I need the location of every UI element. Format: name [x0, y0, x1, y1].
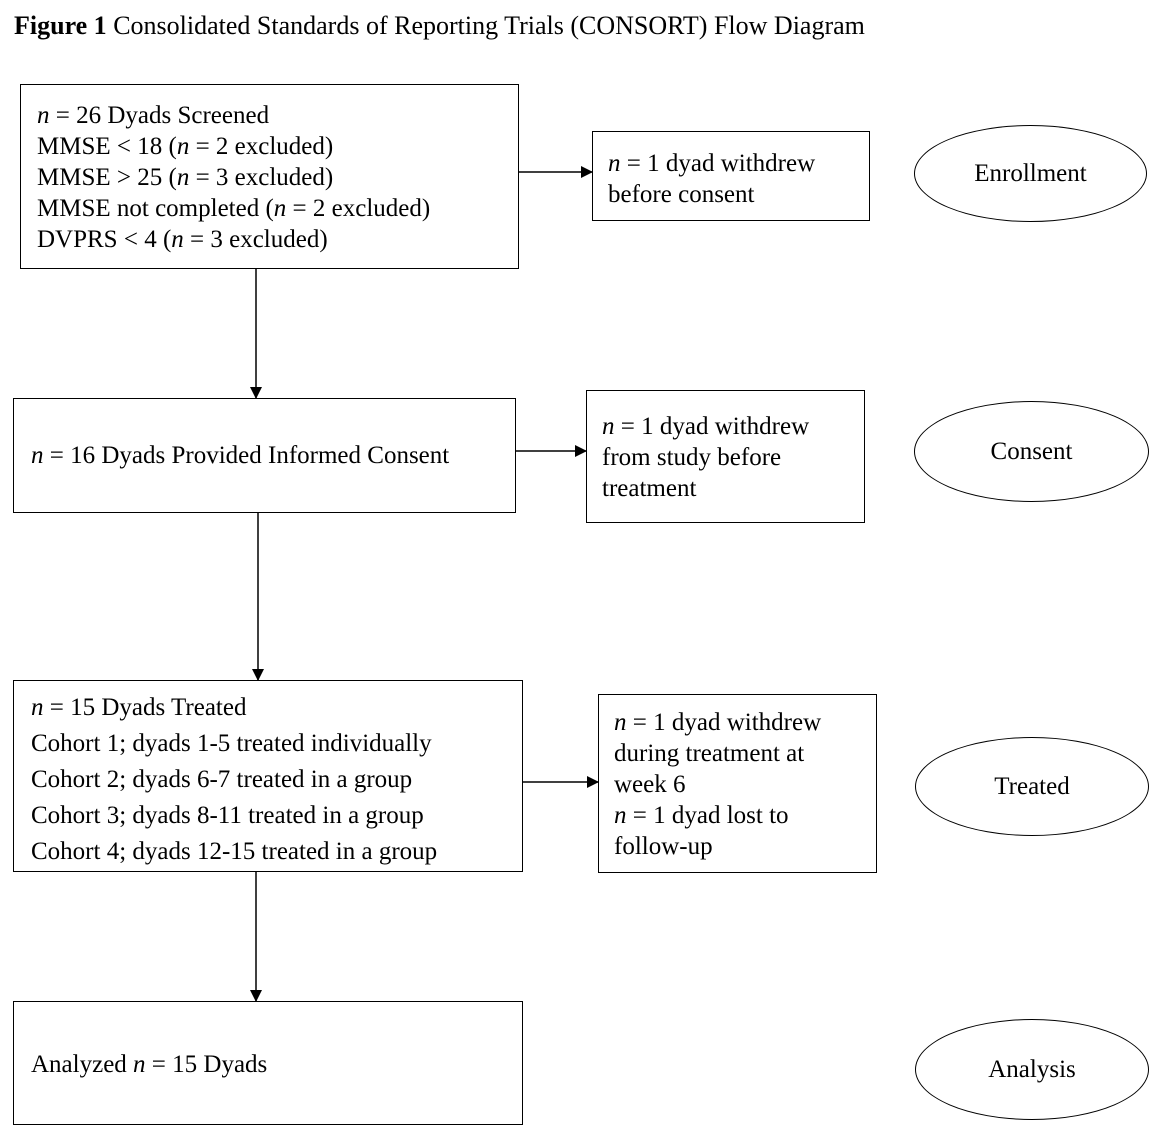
consent-withdraw-line-3: treatment	[602, 475, 697, 502]
cohort-line: Cohort 1; dyads 1-5 treated individually	[31, 730, 432, 757]
treated-withdraw-line-4: n = 1 dyad lost to	[614, 802, 789, 829]
treated-withdraw-line-5: follow-up	[614, 833, 713, 860]
consent-withdraw-line-1: n = 1 dyad withdrew	[602, 413, 810, 440]
treated-withdraw-box: n = 1 dyad withdrew during treatment at …	[598, 694, 877, 873]
figure-title-text: Consolidated Standards of Reporting Tria…	[113, 11, 865, 40]
treated-withdraw-line-1: n = 1 dyad withdrew	[614, 709, 822, 736]
stage-analysis: Analysis	[915, 1019, 1149, 1120]
stage-enrollment: Enrollment	[914, 125, 1147, 222]
screening-line-3: MMSE > 25 (n = 3 excluded)	[37, 164, 334, 191]
stage-treated: Treated	[915, 737, 1149, 836]
treated-withdraw-line-2: during treatment at	[614, 740, 805, 767]
screening-box: n = 26 Dyads Screened MMSE < 18 (n = 2 e…	[20, 84, 519, 269]
enrollment-withdraw-box: n = 1 dyad withdrew before consent	[592, 131, 870, 221]
cohort-line: Cohort 4; dyads 12-15 treated in a group	[31, 838, 438, 865]
cohort-line: Cohort 3; dyads 8-11 treated in a group	[31, 802, 424, 829]
consent-box: n = 16 Dyads Provided Informed Consent	[13, 398, 516, 513]
screening-line-1: n = 26 Dyads Screened	[37, 102, 270, 129]
screening-line-4: MMSE not completed (n = 2 excluded)	[37, 195, 431, 222]
stage-consent: Consent	[914, 401, 1149, 502]
analyzed-line: Analyzed n = 15 Dyads	[31, 1051, 268, 1078]
treated-box: n = 15 Dyads Treated Cohort 1; dyads 1-5…	[13, 680, 523, 872]
figure-label: Figure 1	[14, 11, 107, 40]
figure-title: Figure 1 Consolidated Standards of Repor…	[14, 10, 865, 42]
treated-withdraw-line-3: week 6	[614, 771, 686, 798]
cohort-line: Cohort 2; dyads 6-7 treated in a group	[31, 766, 413, 793]
consent-line: n = 16 Dyads Provided Informed Consent	[31, 442, 450, 469]
enrollment-withdraw-line-1: n = 1 dyad withdrew	[608, 150, 816, 177]
consent-withdraw-line-2: from study before	[602, 444, 782, 471]
consent-withdraw-box: n = 1 dyad withdrew from study before tr…	[586, 390, 865, 523]
screening-line-2: MMSE < 18 (n = 2 excluded)	[37, 133, 334, 160]
screening-line-5: DVPRS < 4 (n = 3 excluded)	[37, 226, 328, 253]
enrollment-withdraw-line-2: before consent	[608, 181, 755, 208]
analyzed-box: Analyzed n = 15 Dyads	[13, 1001, 523, 1125]
treated-line-1: n = 15 Dyads Treated	[31, 694, 247, 721]
